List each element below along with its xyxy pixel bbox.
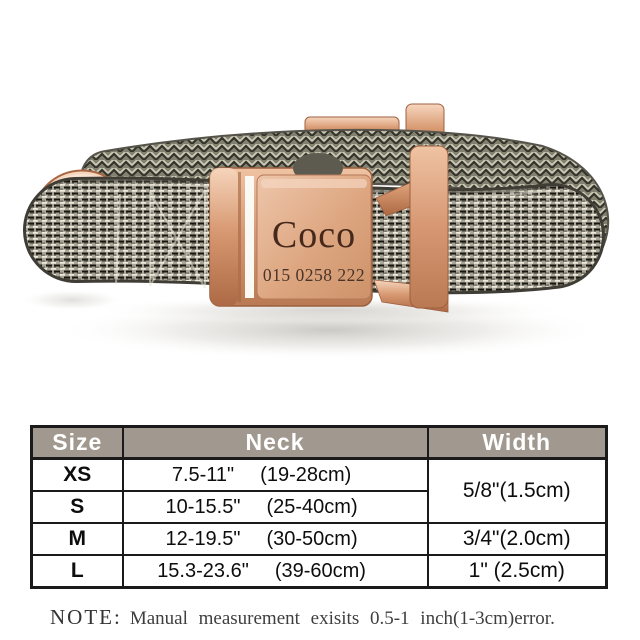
neck-cm: (39-60cm) <box>274 559 366 582</box>
neck-cell: 15.3-23.6" (39-60cm) <box>121 554 429 589</box>
ring-shadow <box>20 289 124 311</box>
neck-inches: 12-19.5" <box>165 527 241 550</box>
note-text: Manual measurement exisits 0.5-1 inch(1-… <box>129 608 555 629</box>
table-header-row: Size Neck Width <box>30 425 608 460</box>
buckle-slot <box>245 176 254 298</box>
neck-inches: 7.5-11" <box>171 463 235 486</box>
size-cell: L <box>30 554 124 589</box>
stitching <box>115 189 206 289</box>
collar-illustration: Coco 015 0258 222 <box>20 103 610 360</box>
size-cell: XS <box>30 457 124 492</box>
engraving-phone: 015 0258 222 <box>263 265 365 285</box>
col-header-neck: Neck <box>121 425 429 460</box>
width-cell: 1" (2.5cm) <box>426 554 608 589</box>
size-chart-table: Size Neck Width XS 7.5-11" (19-28cm) 5/8… <box>30 425 608 589</box>
product-photo: Coco 015 0258 222 <box>20 103 610 360</box>
neck-cm: (25-40cm) <box>266 495 358 518</box>
collar-shadow-inner <box>85 296 575 324</box>
neck-cm: (19-28cm) <box>260 463 352 486</box>
neck-cell: 10-15.5" (25-40cm) <box>121 490 429 524</box>
note-label: NOTE: <box>50 605 122 629</box>
engraving-name: Coco <box>272 214 356 256</box>
size-cell: M <box>30 522 124 556</box>
neck-cm: (30-50cm) <box>266 527 358 550</box>
measurement-note: NOTE: Manual measurement exisits 0.5-1 in… <box>50 605 640 630</box>
col-header-size: Size <box>30 425 124 460</box>
neck-cell: 12-19.5" (30-50cm) <box>121 522 429 556</box>
width-cell: 5/8"(1.5cm) <box>426 457 608 524</box>
table-row: L 15.3-23.6" (39-60cm) 1" (2.5cm) <box>30 554 608 589</box>
table-row: S 10-15.5" (25-40cm) <box>30 490 607 524</box>
engraving-plate <box>256 174 372 300</box>
neck-inches: 10-15.5" <box>165 495 241 518</box>
neck-inches: 15.3-23.6" <box>157 559 249 582</box>
width-cell: 3/4"(2.0cm) <box>426 522 608 556</box>
neck-cell: 7.5-11" (19-28cm) <box>121 457 429 492</box>
buckle-male-bar <box>409 145 449 309</box>
table-row: XS 7.5-11" (19-28cm) 5/8"(1.5cm) <box>30 457 608 524</box>
buckle: Coco 015 0258 222 <box>209 145 449 313</box>
col-header-width: Width <box>426 425 608 460</box>
table-row: M 12-19.5" (30-50cm) 3/4"(2.0cm) <box>30 522 608 556</box>
size-cell: S <box>30 490 124 524</box>
